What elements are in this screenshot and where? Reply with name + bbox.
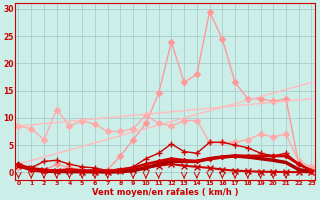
X-axis label: Vent moyen/en rafales ( km/h ): Vent moyen/en rafales ( km/h ) <box>92 188 238 197</box>
